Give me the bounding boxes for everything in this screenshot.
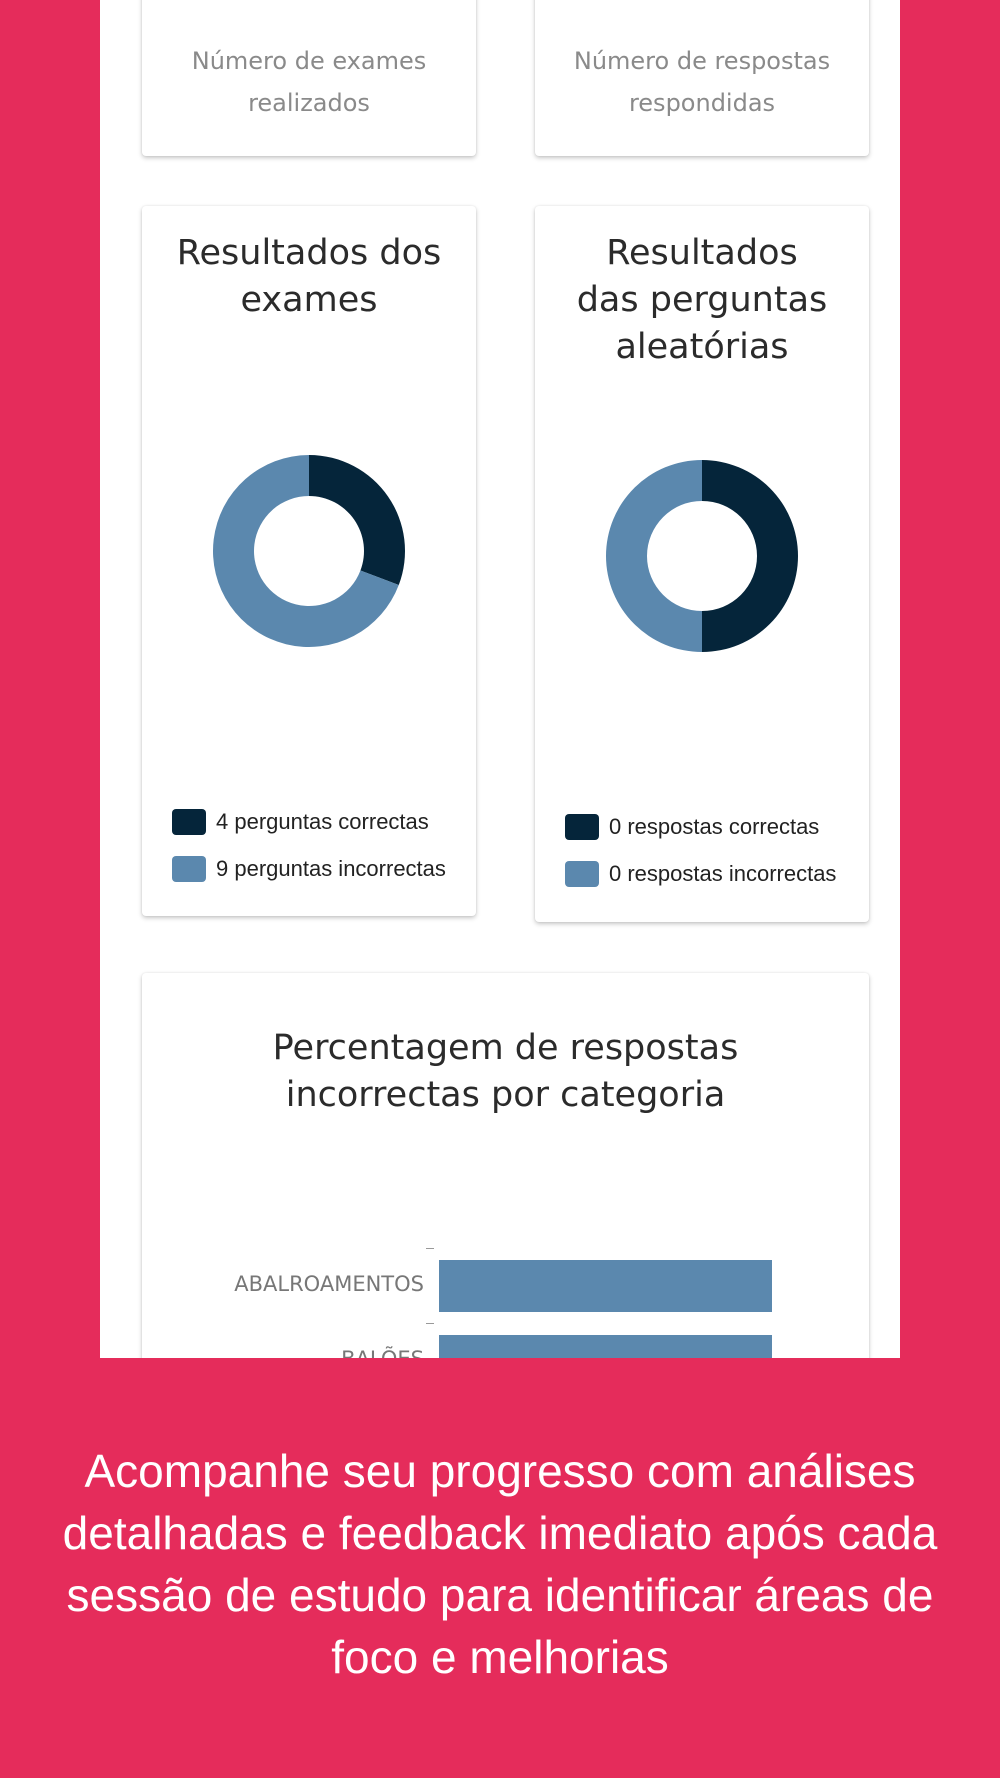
donut-slice-correct (702, 460, 798, 652)
axis-tick (426, 1323, 434, 1324)
card-title: Resultados das perguntas aleatórias (576, 233, 828, 367)
category-bar (439, 1335, 772, 1358)
legend-label: 0 respostas correctas (609, 814, 820, 839)
category-label: ABALROAMENTOS (234, 1272, 424, 1296)
app-screenshot: 2 Número de exames realizados 13 Número … (100, 0, 900, 1358)
swatch-correct (565, 814, 599, 840)
random-results-donut (606, 460, 798, 652)
axis-tick (426, 1248, 434, 1249)
random-results-card: Resultados das perguntas aleatórias 0 re… (535, 206, 869, 922)
legend-item-incorrect: 0 respostas incorrectas (565, 861, 869, 889)
category-chart-card: Percentagem de respostas incorrectas por… (142, 973, 869, 1358)
category-bar (439, 1260, 772, 1312)
donut-slice-correct (309, 455, 405, 586)
legend-item-correct: 0 respostas correctas (565, 814, 869, 842)
card-title: Resultados dos exames (176, 233, 442, 320)
donut-slice-incorrect (213, 455, 399, 647)
legend-label: 9 perguntas incorrectas (216, 856, 446, 881)
legend: 4 perguntas correctas 9 perguntas incorr… (172, 809, 476, 903)
stat-card-exams: 2 Número de exames realizados (142, 0, 476, 156)
legend-label: 0 respostas incorrectas (609, 861, 837, 886)
legend: 0 respostas correctas 0 respostas incorr… (565, 814, 869, 908)
stat-label: Número de exames realizados (191, 47, 427, 117)
promo-caption: Acompanhe seu progresso com análises det… (62, 1445, 938, 1683)
swatch-incorrect (172, 856, 206, 882)
legend-label: 4 perguntas correctas (216, 809, 429, 834)
legend-item-correct: 4 perguntas correctas (172, 809, 476, 837)
stat-card-answers: 13 Número de respostas respondidas (535, 0, 869, 156)
swatch-incorrect (565, 861, 599, 887)
legend-item-incorrect: 9 perguntas incorrectas (172, 856, 476, 884)
stat-label: Número de respostas respondidas (573, 47, 831, 117)
exam-results-card: Resultados dos exames 4 perguntas correc… (142, 206, 476, 916)
card-title: Percentagem de respostas incorrectas por… (272, 1028, 739, 1115)
swatch-correct (172, 809, 206, 835)
donut-slice-incorrect (606, 460, 702, 652)
category-label: BALÕES (341, 1347, 424, 1358)
exam-results-donut (213, 455, 405, 647)
